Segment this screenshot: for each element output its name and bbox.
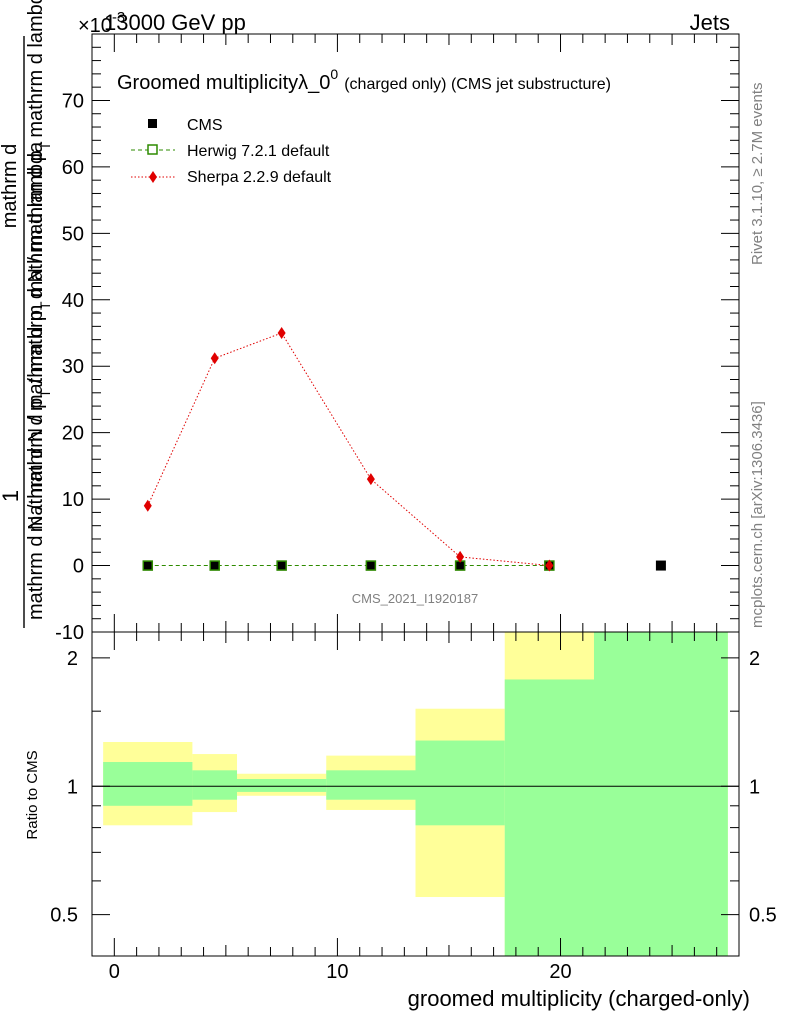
herwig-data-point xyxy=(142,560,154,571)
sherpa-data-point xyxy=(143,499,152,512)
main-x-ticks xyxy=(113,34,740,632)
sherpa-data-point xyxy=(456,550,465,563)
legend-cms-label: CMS xyxy=(187,117,223,134)
main-y-tick-label: 30 xyxy=(62,356,84,378)
ylabel-top: mathrm d xyxy=(0,144,21,228)
ratio-y-tick-label: 2 xyxy=(67,648,78,670)
ratio-x-tick-label: 20 xyxy=(549,961,571,983)
sherpa-data-point xyxy=(210,352,219,365)
ratio-band-green xyxy=(192,770,238,800)
plot-title: Groomed multiplicityλ_00(charged only) (… xyxy=(117,66,611,94)
ylabel-one: 1 xyxy=(0,490,23,502)
main-y-axis: -10 0 10 20 30 40 50 60 70 xyxy=(55,46,739,644)
mcplots-label: mcplots.cern.ch [arXiv:1306.3436] xyxy=(749,401,766,628)
ylabel-bottom: mathrm d N / mathrm d pT / mathrm d N / … xyxy=(25,0,53,620)
herwig-data-point xyxy=(276,560,287,571)
ratio-panel: 0.5 0.5 1 1 2 2 0 10 20 xyxy=(50,631,777,983)
legend-sherpa-marker xyxy=(149,171,157,183)
main-y-tick-label: 50 xyxy=(62,223,84,245)
sherpa-data-point xyxy=(366,473,375,486)
ratio-band-green xyxy=(593,632,728,956)
ratio-band-green xyxy=(415,740,505,826)
main-y-tick-label: 40 xyxy=(62,290,84,312)
ylabel-numerator: mathrm d N / mathrm d pTmathrm d lambda xyxy=(25,141,53,532)
ratio-band-green xyxy=(237,779,327,792)
ratio-y-label: Ratio to CMS xyxy=(24,750,41,839)
ratio-y-tick-label-right: 0.5 xyxy=(749,905,777,927)
rivet-label: Rivet 3.1.10, ≥ 2.7M events xyxy=(749,83,766,266)
cms-data-point xyxy=(142,560,153,571)
main-panel: -10 0 10 20 30 40 50 60 70 xyxy=(55,33,740,644)
main-series xyxy=(142,327,666,572)
main-y-tick-label: 20 xyxy=(62,423,84,445)
legend-herwig-marker xyxy=(147,144,158,155)
main-y-tick-label: 70 xyxy=(62,90,84,112)
category-label: Jets xyxy=(690,10,730,35)
cms-data-point xyxy=(209,560,220,571)
energy-label: 13000 GeV pp xyxy=(104,10,246,35)
x-axis-label: groomed multiplicity (charged-only) xyxy=(408,986,750,1011)
analysis-label: CMS_2021_I1920187 xyxy=(352,591,479,606)
ratio-y-tick-label-right: 1 xyxy=(749,776,760,798)
ratio-band-green xyxy=(504,679,594,956)
main-y-axis-label: 1 mathrm d N / mathrm d pTmathrm d lambd… xyxy=(0,0,53,628)
cms-data-point xyxy=(365,560,376,571)
main-y-tick-label: 60 xyxy=(62,157,84,179)
cms-data-point xyxy=(655,560,666,571)
main-y-tick-label: 10 xyxy=(62,489,84,511)
ratio-band-green xyxy=(103,762,193,806)
ratio-y-tick-label: 0.5 xyxy=(50,905,78,927)
ratio-y-tick-label: 1 xyxy=(67,776,78,798)
ratio-y-tick-label-right: 2 xyxy=(749,648,760,670)
y-exponent-label: ×10-3 xyxy=(78,9,125,37)
ratio-x-tick-label: 0 xyxy=(109,961,120,983)
ratio-x-axis: 0 10 20 xyxy=(109,632,740,983)
legend-sherpa-label: Sherpa 2.2.9 default xyxy=(187,169,332,186)
ratio-y-axis: 0.5 0.5 1 1 2 2 xyxy=(50,648,777,927)
sherpa-data-point xyxy=(277,327,286,339)
herwig-data-point xyxy=(209,560,220,571)
ratio-band-green xyxy=(326,770,416,800)
ratio-frame xyxy=(91,631,740,957)
herwig-data-point xyxy=(365,560,377,571)
ratio-bands xyxy=(103,632,728,956)
legend: CMS Herwig 7.2.1 default Sherpa 2.2.9 de… xyxy=(131,117,332,186)
main-y-tick-label: 0 xyxy=(73,556,84,578)
sherpa-data-point xyxy=(545,559,554,572)
main-y-tick-label: -10 xyxy=(55,622,84,644)
cms-data-point xyxy=(455,560,466,571)
legend-herwig-label: Herwig 7.2.1 default xyxy=(187,143,330,160)
ratio-x-tick-label: 10 xyxy=(326,961,348,983)
series-line-2 xyxy=(147,332,550,567)
cms-data-point xyxy=(276,560,287,571)
legend-cms-marker xyxy=(148,119,157,128)
